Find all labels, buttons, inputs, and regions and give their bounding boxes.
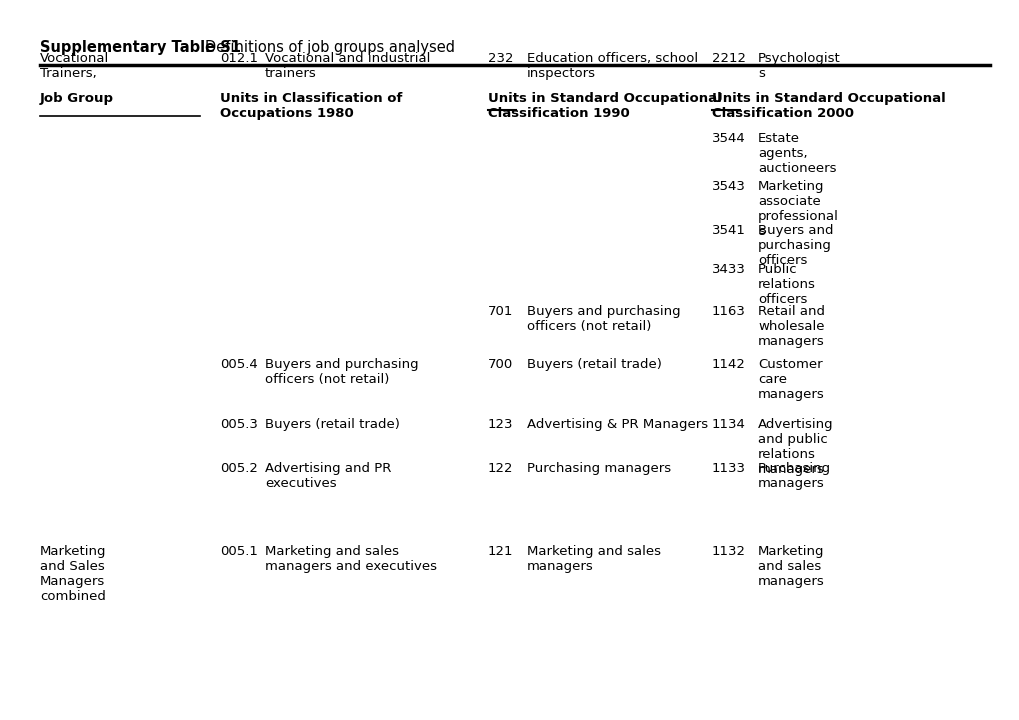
Text: 123: 123 <box>487 418 513 431</box>
Text: Buyers and
purchasing
officers: Buyers and purchasing officers <box>757 224 833 267</box>
Text: 3433: 3433 <box>711 263 745 276</box>
Text: Buyers (retail trade): Buyers (retail trade) <box>265 418 399 431</box>
Text: Education officers, school
inspectors: Education officers, school inspectors <box>527 52 697 80</box>
Text: 1132: 1132 <box>711 545 745 558</box>
Text: Psychologist
s: Psychologist s <box>757 52 840 80</box>
Text: Vocational and industrial
trainers: Vocational and industrial trainers <box>265 52 430 80</box>
Text: Units in Classification of
Occupations 1980: Units in Classification of Occupations 1… <box>220 92 401 120</box>
Text: 012.1: 012.1 <box>220 52 258 65</box>
Text: 121: 121 <box>487 545 513 558</box>
Text: 3543: 3543 <box>711 180 745 193</box>
Text: Buyers and purchasing
officers (not retail): Buyers and purchasing officers (not reta… <box>527 305 680 333</box>
Text: Estate
agents,
auctioneers: Estate agents, auctioneers <box>757 132 836 175</box>
Text: Marketing
and Sales
Managers
combined: Marketing and Sales Managers combined <box>40 545 106 603</box>
Text: Marketing
and sales
managers: Marketing and sales managers <box>757 545 824 588</box>
Text: Customer
care
managers: Customer care managers <box>757 358 824 401</box>
Text: 122: 122 <box>487 462 513 475</box>
Text: Marketing and sales
managers and executives: Marketing and sales managers and executi… <box>265 545 436 573</box>
Text: Buyers (retail trade): Buyers (retail trade) <box>527 358 661 371</box>
Text: 3541: 3541 <box>711 224 745 237</box>
Text: 3544: 3544 <box>711 132 745 145</box>
Text: 2212: 2212 <box>711 52 745 65</box>
Text: 005.4: 005.4 <box>220 358 258 371</box>
Text: 1163: 1163 <box>711 305 745 318</box>
Text: Purchasing
managers: Purchasing managers <box>757 462 830 490</box>
Text: Marketing
associate
professional
s: Marketing associate professional s <box>757 180 838 238</box>
Text: 700: 700 <box>487 358 513 371</box>
Text: Definitions of job groups analysed: Definitions of job groups analysed <box>205 40 454 55</box>
Text: 1142: 1142 <box>711 358 745 371</box>
Text: Advertising & PR Managers: Advertising & PR Managers <box>527 418 707 431</box>
Text: Retail and
wholesale
managers: Retail and wholesale managers <box>757 305 824 348</box>
Text: Marketing and sales
managers: Marketing and sales managers <box>527 545 660 573</box>
Text: Supplementary Table S1: Supplementary Table S1 <box>40 40 240 55</box>
Text: 232: 232 <box>487 52 513 65</box>
Text: 005.3: 005.3 <box>220 418 258 431</box>
Text: Units in Standard Occupational
Classification 2000: Units in Standard Occupational Classific… <box>711 92 945 120</box>
Text: Public
relations
officers: Public relations officers <box>757 263 815 306</box>
Text: 701: 701 <box>487 305 513 318</box>
Text: 1133: 1133 <box>711 462 745 475</box>
Text: Purchasing managers: Purchasing managers <box>527 462 671 475</box>
Text: Advertising and PR
executives: Advertising and PR executives <box>265 462 391 490</box>
Text: Units in Standard Occupational
Classification 1990: Units in Standard Occupational Classific… <box>487 92 721 120</box>
Text: 005.1: 005.1 <box>220 545 258 558</box>
Text: Buyers and purchasing
officers (not retail): Buyers and purchasing officers (not reta… <box>265 358 418 386</box>
Text: 005.2: 005.2 <box>220 462 258 475</box>
Text: Advertising
and public
relations
managers: Advertising and public relations manager… <box>757 418 833 476</box>
Text: Vocational
Trainers,: Vocational Trainers, <box>40 52 109 80</box>
Text: Job Group: Job Group <box>40 92 114 105</box>
Text: 1134: 1134 <box>711 418 745 431</box>
